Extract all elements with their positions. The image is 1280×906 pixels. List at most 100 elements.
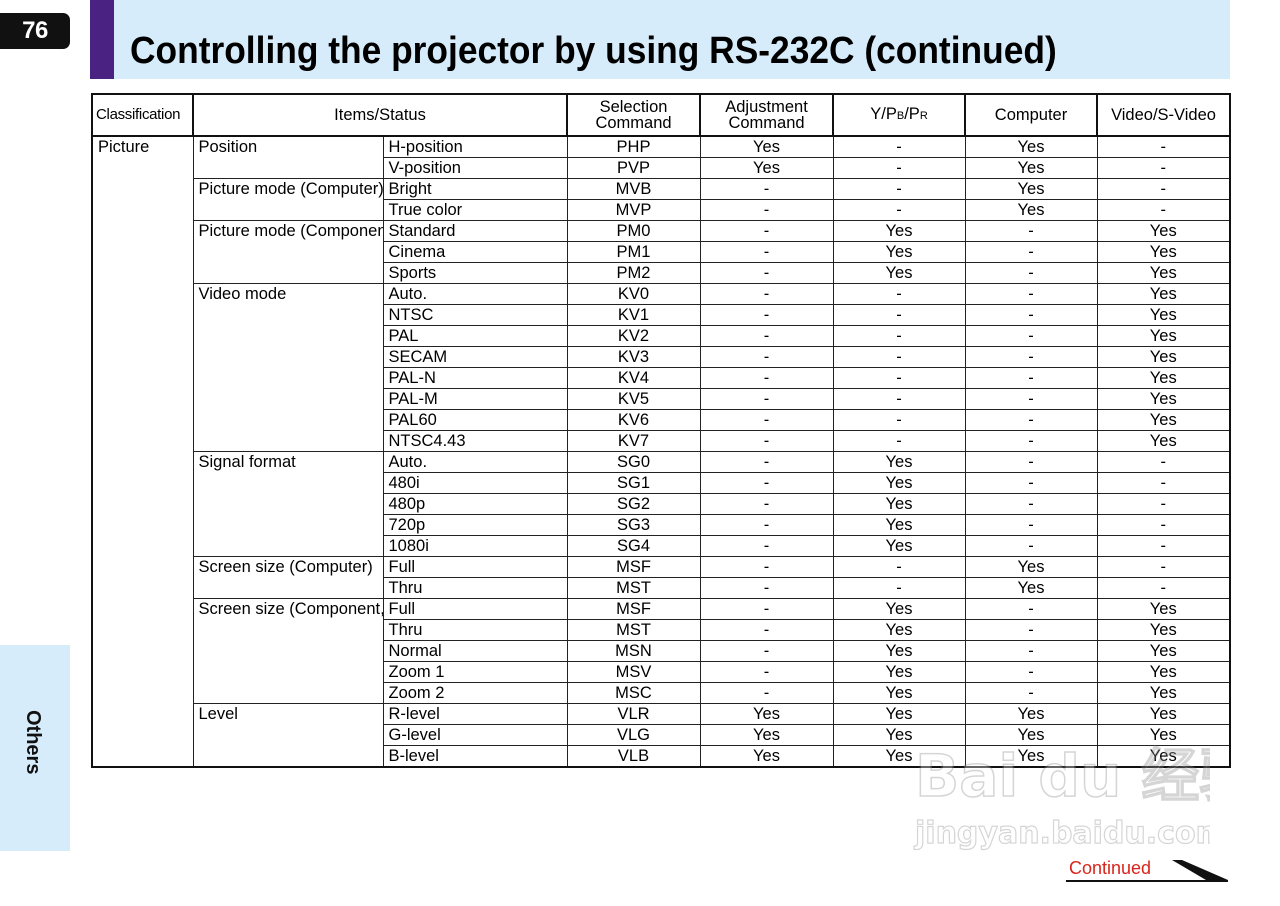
adjustment-command-cell: - (699, 577, 834, 599)
video-cell: Yes (1096, 388, 1231, 410)
video-cell: - (1096, 577, 1231, 599)
selection-command-cell: VLR (566, 703, 701, 725)
video-cell: - (1096, 514, 1231, 536)
video-cell: Yes (1096, 367, 1231, 389)
adjustment-command-cell: - (699, 262, 834, 284)
video-cell: Yes (1096, 724, 1231, 746)
video-cell: - (1096, 556, 1231, 578)
item-status-cell: NTSC4.43 (382, 430, 568, 452)
continued-link[interactable]: Continued (1069, 858, 1152, 878)
item-status-cell: R-level (382, 703, 568, 725)
ypbpr-cell: Yes (832, 241, 966, 263)
item-status-cell: Thru (382, 577, 568, 599)
table-row: Screen size (Computer) Full MSF - - Yes - (92, 556, 1231, 599)
video-cell: Yes (1096, 325, 1231, 347)
adjustment-command-cell: - (699, 325, 834, 347)
video-cell: - (1096, 493, 1231, 515)
adjustment-command-cell: - (699, 178, 834, 200)
computer-cell: - (964, 388, 1098, 410)
video-cell: Yes (1096, 745, 1231, 768)
ypbpr-cell: Yes (832, 598, 966, 620)
header-items-status: Items/Status (191, 93, 569, 137)
ypbpr-cell: Yes (832, 745, 966, 768)
selection-command-cell: SG1 (566, 472, 701, 494)
table-row: Cinema PM1- Yes - Yes (92, 241, 1231, 263)
adjustment-command-cell: - (699, 619, 834, 641)
computer-cell: Yes (964, 745, 1098, 768)
group-label-cell: Picture mode (Computer) (192, 178, 384, 221)
table-row: Picture mode (Computer) Bright MVB - - Yes - (92, 178, 1231, 221)
side-tab[interactable] (0, 645, 70, 851)
rs232c-command-table: Classification Items/Status Selection Co… (91, 93, 1232, 768)
computer-cell: - (964, 325, 1098, 347)
selection-command-cell: MSC (566, 682, 701, 704)
computer-cell: - (964, 346, 1098, 368)
ypbpr-cell: - (832, 577, 966, 599)
table-header-row: Classification Items/Status Selection Co… (91, 93, 1232, 137)
adjustment-command-cell: Yes (699, 703, 834, 725)
side-tab-label: Others (22, 710, 44, 775)
selection-command-cell: KV0 (566, 283, 701, 305)
computer-cell: - (964, 283, 1098, 305)
computer-cell: - (964, 409, 1098, 431)
table-row: G-level VLG Yes Yes Yes Yes (92, 724, 1231, 746)
ypbpr-cell: - (832, 388, 966, 410)
computer-cell: Yes (964, 577, 1098, 599)
video-cell: Yes (1096, 346, 1231, 368)
selection-command-cell: KV5 (566, 388, 701, 410)
table-row: Picture mode (Component, Video, S-Video)… (92, 220, 1231, 284)
ypbpr-cell: - (832, 325, 966, 347)
table-row: PAL-N KV4- - - Yes (92, 367, 1231, 389)
table-row: Sports PM2- Yes - Yes (92, 262, 1231, 284)
ypbpr-cell: - (832, 304, 966, 326)
selection-command-cell: SG4 (566, 535, 701, 557)
video-cell: Yes (1096, 409, 1231, 431)
item-status-cell: Full (382, 598, 568, 620)
ypbpr-cell: - (832, 430, 966, 452)
header-selection-line1: Selection (599, 98, 668, 116)
page-title: Controlling the projector by using RS-23… (130, 30, 1057, 72)
selection-command-cell: KV3 (566, 346, 701, 368)
header-ypbpr-sep: /P (904, 105, 920, 123)
video-cell: Yes (1096, 430, 1231, 452)
table-row: SECAM KV3- - - Yes (92, 346, 1231, 368)
selection-command-cell: KV2 (566, 325, 701, 347)
adjustment-command-cell: - (699, 220, 834, 242)
item-status-cell: PAL60 (382, 409, 568, 431)
video-cell: Yes (1096, 262, 1231, 284)
video-cell: - (1096, 199, 1231, 221)
computer-cell: - (964, 304, 1098, 326)
selection-command-cell: SG2 (566, 493, 701, 515)
adjustment-command-cell: - (699, 451, 834, 473)
ypbpr-cell: Yes (832, 493, 966, 515)
item-status-cell: G-level (382, 724, 568, 746)
adjustment-command-cell: - (699, 346, 834, 368)
selection-command-cell: KV6 (566, 409, 701, 431)
header-selection-command: Selection Command (566, 93, 702, 137)
adjustment-command-cell: - (699, 199, 834, 221)
group-label-cell: Video mode (192, 283, 384, 452)
item-status-cell: 480p (382, 493, 568, 515)
ypbpr-cell: Yes (832, 661, 966, 683)
selection-command-cell: MVB (566, 178, 701, 200)
adjustment-command-cell: - (699, 598, 834, 620)
table-row: Screen size (Component, Video, S-Video)F… (92, 598, 1231, 704)
adjustment-command-cell: - (699, 493, 834, 515)
ypbpr-cell: Yes (832, 535, 966, 557)
header-band (90, 0, 1230, 79)
item-status-cell: H-position (382, 135, 568, 158)
selection-command-cell: MVP (566, 199, 701, 221)
watermark-url-text: jingyan.baidu.com (914, 816, 1210, 851)
ypbpr-cell: - (832, 199, 966, 221)
video-cell: Yes (1096, 304, 1231, 326)
video-cell: Yes (1096, 661, 1231, 683)
item-status-cell: Cinema (382, 241, 568, 263)
video-cell: Yes (1096, 283, 1231, 305)
computer-cell: - (964, 598, 1098, 620)
computer-cell: - (964, 430, 1098, 452)
video-cell: - (1096, 157, 1231, 179)
video-cell: - (1096, 135, 1231, 158)
computer-cell: - (964, 367, 1098, 389)
ypbpr-cell: - (832, 157, 966, 179)
page-number: 76 (0, 13, 70, 49)
